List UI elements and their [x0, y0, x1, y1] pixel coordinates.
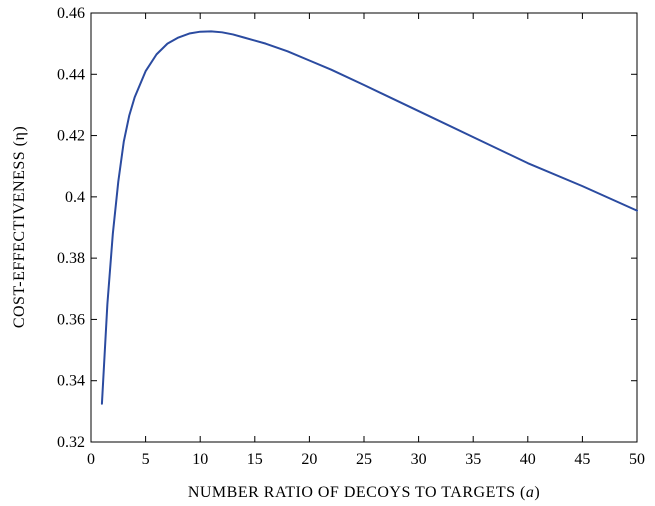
- x-axis-title-variable: a: [526, 484, 535, 501]
- y-tick-label: 0.4: [65, 189, 85, 206]
- x-axis-title-main: NUMBER RATIO OF DECOYS TO TARGETS (: [188, 484, 526, 501]
- x-tick-label: 50: [629, 451, 645, 468]
- y-tick-label: 0.32: [57, 434, 85, 451]
- y-tick-label: 0.42: [57, 128, 85, 145]
- x-tick-label: 30: [411, 451, 427, 468]
- x-tick-label: 20: [301, 451, 317, 468]
- y-tick-label: 0.46: [57, 5, 85, 22]
- x-tick-label: 15: [247, 451, 263, 468]
- x-tick-label: 35: [465, 451, 481, 468]
- x-axis-title-end: ): [534, 484, 540, 501]
- x-tick-label: 45: [574, 451, 590, 468]
- y-tick-label: 0.36: [57, 311, 85, 328]
- x-tick-label: 5: [142, 451, 150, 468]
- axis-tick-labels: 0 5 10 15 20 25 30 35 40 45 50 0.32 0.34 0.36 0.38 0.4 0…: [57, 5, 645, 468]
- y-tick-label: 0.38: [57, 250, 85, 267]
- x-tick-label: 25: [356, 451, 372, 468]
- x-axis-title: NUMBER RATIO OF DECOYS TO TARGETS (a): [188, 484, 540, 501]
- x-tick-label: 0: [87, 451, 95, 468]
- x-tick-label: 40: [520, 451, 536, 468]
- axis-ticks: [90, 12, 638, 443]
- plot-frame: [90, 12, 638, 443]
- series-line: [100, 30, 638, 405]
- y-axis-title: COST-EFFECTIVENESS (η): [11, 126, 28, 328]
- y-tick-label: 0.44: [57, 66, 85, 83]
- y-tick-label: 0.34: [57, 373, 85, 390]
- x-tick-label: 10: [192, 451, 208, 468]
